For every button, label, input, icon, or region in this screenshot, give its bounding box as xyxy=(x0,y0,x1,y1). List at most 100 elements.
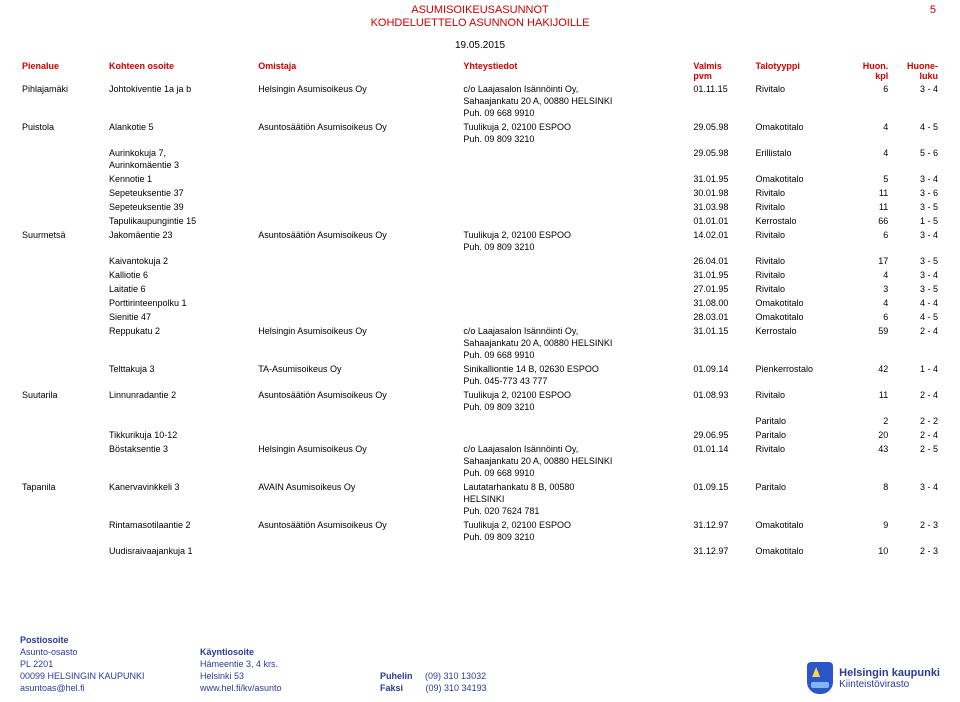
table-row: Sepeteuksentie 3730.01.98Rivitalo113 - 6 xyxy=(20,186,940,200)
footer-visit-l2: Helsinki 53 xyxy=(200,671,244,681)
footer-col-phone: Puhelin (09) 310 13032 Faksi (09) 310 34… xyxy=(380,670,560,694)
cell-contact: Tuulikuja 2, 02100 ESPOOPuh. 09 809 3210 xyxy=(461,388,691,414)
cell-date: 28.03.01 xyxy=(691,310,753,324)
th-huon-sub: kpl xyxy=(875,71,888,81)
th-owner: Omistaja xyxy=(256,60,461,82)
cell-date: 29.05.98 xyxy=(691,120,753,146)
cell-owner: Asuntosäätiön Asumisoikeus Oy xyxy=(256,228,461,254)
cell-huon: 9 xyxy=(853,518,890,544)
cell-huone: 5 - 6 xyxy=(890,146,940,172)
cell-area xyxy=(20,296,107,310)
cell-date: 01.09.15 xyxy=(691,480,753,518)
cell-address: Johtokiventie 1a ja b xyxy=(107,82,256,120)
th-huone: Huone- luku xyxy=(890,60,940,82)
cell-owner xyxy=(256,428,461,442)
cell-address: Sienitie 47 xyxy=(107,310,256,324)
table-row: Böstaksentie 3Helsingin Asumisoikeus Oyc… xyxy=(20,442,940,480)
cell-date: 01.08.93 xyxy=(691,388,753,414)
footer-post-l1: Asunto-osasto xyxy=(20,647,78,657)
cell-owner: Helsingin Asumisoikeus Oy xyxy=(256,324,461,362)
cell-area xyxy=(20,414,107,428)
cell-huone: 2 - 5 xyxy=(890,442,940,480)
cell-address: Uudisraivaajankuja 1 xyxy=(107,544,256,558)
table-row: SuutarilaLinnunradantie 2Asuntosäätiön A… xyxy=(20,388,940,414)
th-contact: Yhteystiedot xyxy=(461,60,691,82)
cell-huon: 4 xyxy=(853,296,890,310)
cell-address: Kaivantokuja 2 xyxy=(107,254,256,268)
cell-contact xyxy=(461,200,691,214)
cell-address: Tikkurikuja 10-12 xyxy=(107,428,256,442)
cell-huon: 59 xyxy=(853,324,890,362)
cell-date: 01.09.14 xyxy=(691,362,753,388)
footer-visit-l1: Hämeentie 3, 4 krs. xyxy=(200,659,278,669)
cell-contact: Tuulikuja 2, 02100 ESPOOPuh. 09 809 3210 xyxy=(461,518,691,544)
cell-type: Rivitalo xyxy=(753,200,852,214)
footer-fax-head: Faksi xyxy=(380,683,403,693)
listing-table: Pienalue Kohteen osoite Omistaja Yhteyst… xyxy=(20,60,940,558)
th-date: Valmis pvm xyxy=(691,60,753,82)
cell-owner xyxy=(256,186,461,200)
table-head: Pienalue Kohteen osoite Omistaja Yhteyst… xyxy=(20,60,940,82)
cell-area xyxy=(20,324,107,362)
cell-date xyxy=(691,414,753,428)
cell-type: Rivitalo xyxy=(753,228,852,254)
cell-owner xyxy=(256,282,461,296)
footer-col-post: Postiosoite Asunto-osasto PL 2201 00099 … xyxy=(20,634,200,694)
cell-type: Paritalo xyxy=(753,428,852,442)
cell-area xyxy=(20,282,107,296)
cell-huon: 42 xyxy=(853,362,890,388)
cell-huone: 3 - 4 xyxy=(890,268,940,282)
footer-logo-text: Helsingin kaupunki Kiinteistövirasto xyxy=(839,667,940,690)
cell-type: Rivitalo xyxy=(753,82,852,120)
cell-type: Omakotitalo xyxy=(753,518,852,544)
cell-huon: 2 xyxy=(853,414,890,428)
footer-visit-head: Käyntiosoite xyxy=(200,647,254,657)
cell-type: Omakotitalo xyxy=(753,310,852,324)
cell-area xyxy=(20,186,107,200)
cell-address xyxy=(107,414,256,428)
table-row: Tapulikaupungintie 1501.01.01Kerrostalo6… xyxy=(20,214,940,228)
footer: Postiosoite Asunto-osasto PL 2201 00099 … xyxy=(20,634,940,694)
footer-logo-l2: Kiinteistövirasto xyxy=(839,679,940,690)
cell-address: Alankotie 5 xyxy=(107,120,256,146)
cell-owner: Helsingin Asumisoikeus Oy xyxy=(256,442,461,480)
cell-huone: 4 - 4 xyxy=(890,296,940,310)
cell-huon: 3 xyxy=(853,282,890,296)
th-address: Kohteen osoite xyxy=(107,60,256,82)
cell-owner: Asuntosäätiön Asumisoikeus Oy xyxy=(256,120,461,146)
cell-contact xyxy=(461,282,691,296)
cell-date: 31.08.00 xyxy=(691,296,753,310)
cell-date: 01.01.14 xyxy=(691,442,753,480)
footer-post-l2: PL 2201 xyxy=(20,659,53,669)
cell-address: Porttirinteenpolku 1 xyxy=(107,296,256,310)
cell-huon: 11 xyxy=(853,388,890,414)
table-row: Rintamasotilaantie 2Asuntosäätiön Asumis… xyxy=(20,518,940,544)
cell-area xyxy=(20,200,107,214)
cell-contact xyxy=(461,296,691,310)
cell-contact xyxy=(461,186,691,200)
cell-contact xyxy=(461,146,691,172)
cell-date: 31.12.97 xyxy=(691,518,753,544)
cell-owner xyxy=(256,296,461,310)
footer-phone-head: Puhelin xyxy=(380,671,413,681)
cell-address: Linnunradantie 2 xyxy=(107,388,256,414)
table-row: Aurinkokuja 7,Aurinkomäentie 329.05.98Er… xyxy=(20,146,940,172)
cell-huone: 3 - 5 xyxy=(890,254,940,268)
cell-huon: 66 xyxy=(853,214,890,228)
cell-date: 31.12.97 xyxy=(691,544,753,558)
cell-owner: Helsingin Asumisoikeus Oy xyxy=(256,82,461,120)
cell-owner: AVAIN Asumisoikeus Oy xyxy=(256,480,461,518)
cell-huone: 4 - 5 xyxy=(890,120,940,146)
cell-type: Pienkerrostalo xyxy=(753,362,852,388)
table-row: Telttakuja 3TA-Asumisoikeus OySinikallio… xyxy=(20,362,940,388)
page-number: 5 xyxy=(930,4,936,16)
cell-owner: TA-Asumisoikeus Oy xyxy=(256,362,461,388)
cell-address: Rintamasotilaantie 2 xyxy=(107,518,256,544)
th-type: Talotyyppi xyxy=(753,60,852,82)
cell-date: 31.01.95 xyxy=(691,268,753,282)
cell-address: Kennotie 1 xyxy=(107,172,256,186)
cell-contact: c/o Laajasalon Isännöinti Oy,Sahaajankat… xyxy=(461,82,691,120)
cell-date: 01.01.01 xyxy=(691,214,753,228)
cell-date: 26.04.01 xyxy=(691,254,753,268)
cell-owner xyxy=(256,268,461,282)
